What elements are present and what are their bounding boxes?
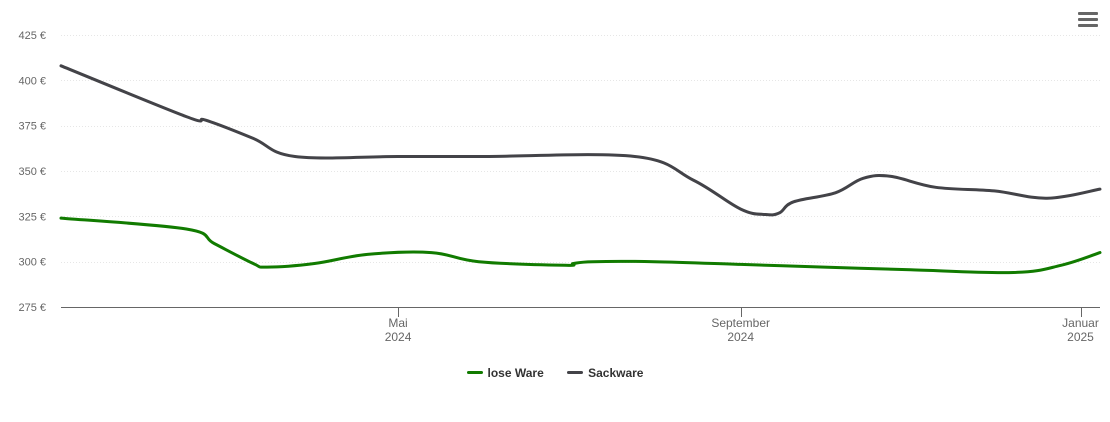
series-line-lose-ware[interactable] bbox=[59, 216, 1102, 275]
x-tick-label-month: Mai bbox=[388, 316, 407, 330]
series-line-sackware[interactable] bbox=[59, 64, 1102, 217]
legend-label-lose-ware: lose Ware bbox=[487, 365, 544, 380]
legend-item-sackware[interactable]: Sackware bbox=[567, 366, 643, 380]
legend-item-lose-ware[interactable]: lose Ware bbox=[466, 365, 544, 380]
series-lines bbox=[59, 64, 1102, 275]
y-axis-labels: 425 € 400 € 375 € 350 € 325 € 300 € 275 € bbox=[18, 30, 46, 314]
y-tick-label: 350 € bbox=[18, 166, 46, 178]
hamburger-menu-icon bbox=[1078, 12, 1098, 15]
legend-swatch-sackware bbox=[567, 371, 584, 374]
legend-label-sackware: Sackware bbox=[588, 365, 644, 380]
x-tick-label-month: September bbox=[711, 316, 770, 330]
hamburger-menu-icon-bar bbox=[1078, 18, 1098, 21]
x-tick-label: Mai 2024 bbox=[385, 316, 412, 344]
y-tick-label: 275 € bbox=[18, 302, 46, 314]
x-tick-label-month: Januar bbox=[1062, 316, 1099, 330]
x-tick-label: September 2024 bbox=[711, 316, 770, 344]
y-tick-label: 425 € bbox=[18, 30, 46, 42]
x-tick-label: Januar 2025 bbox=[1062, 316, 1099, 344]
y-tick-label: 400 € bbox=[18, 75, 46, 87]
chart-legend: lose Ware Sackware bbox=[0, 363, 1110, 380]
x-tick-label-year: 2024 bbox=[385, 330, 412, 344]
y-tick-label: 300 € bbox=[18, 257, 46, 269]
y-tick-label: 375 € bbox=[18, 121, 46, 133]
x-tick-label-year: 2025 bbox=[1067, 330, 1094, 344]
y-tick-label: 325 € bbox=[18, 211, 46, 223]
chart-menu-button[interactable] bbox=[1078, 12, 1098, 30]
legend-swatch-lose-ware bbox=[466, 371, 483, 374]
hamburger-menu-icon-bar bbox=[1078, 24, 1098, 27]
gridlines bbox=[61, 35, 1100, 263]
x-tick-label-year: 2024 bbox=[727, 330, 754, 344]
